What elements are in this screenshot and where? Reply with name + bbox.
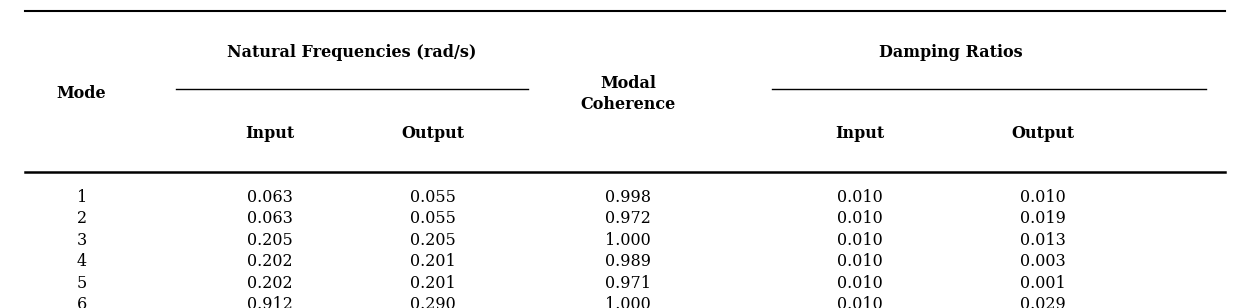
Text: Input: Input [835,125,885,143]
Text: 0.010: 0.010 [838,275,883,292]
Text: Modal
Coherence: Modal Coherence [580,75,676,113]
Text: 0.971: 0.971 [605,275,651,292]
Text: 1.000: 1.000 [605,296,651,308]
Text: Output: Output [402,125,465,143]
Text: Input: Input [245,125,295,143]
Text: 0.010: 0.010 [838,232,883,249]
Text: 0.290: 0.290 [411,296,456,308]
Text: 0.010: 0.010 [1020,188,1065,206]
Text: 0.019: 0.019 [1020,210,1065,227]
Text: 0.055: 0.055 [411,210,456,227]
Text: Mode: Mode [57,85,107,103]
Text: 0.202: 0.202 [247,253,293,270]
Text: 0.055: 0.055 [411,188,456,206]
Text: 0.912: 0.912 [247,296,293,308]
Text: Natural Frequencies (rad/s): Natural Frequencies (rad/s) [227,44,476,61]
Text: 0.010: 0.010 [838,210,883,227]
Text: 1: 1 [77,188,87,206]
Text: 0.063: 0.063 [247,188,293,206]
Text: 0.972: 0.972 [605,210,651,227]
Text: 3: 3 [77,232,87,249]
Text: 0.010: 0.010 [838,188,883,206]
Text: 0.998: 0.998 [605,188,651,206]
Text: Damping Ratios: Damping Ratios [879,44,1022,61]
Text: 4: 4 [77,253,87,270]
Text: 6: 6 [77,296,87,308]
Text: 0.202: 0.202 [247,275,293,292]
Text: 0.029: 0.029 [1020,296,1065,308]
Text: 2: 2 [77,210,87,227]
Text: 0.989: 0.989 [605,253,651,270]
Text: 5: 5 [77,275,87,292]
Text: Output: Output [1011,125,1074,143]
Text: 0.205: 0.205 [247,232,293,249]
Text: 0.010: 0.010 [838,253,883,270]
Text: 0.205: 0.205 [411,232,456,249]
Text: 0.201: 0.201 [411,253,456,270]
Text: 0.063: 0.063 [247,210,293,227]
Text: 0.013: 0.013 [1020,232,1065,249]
Text: 0.003: 0.003 [1020,253,1065,270]
Text: 0.010: 0.010 [838,296,883,308]
Text: 1.000: 1.000 [605,232,651,249]
Text: 0.001: 0.001 [1020,275,1065,292]
Text: 0.201: 0.201 [411,275,456,292]
